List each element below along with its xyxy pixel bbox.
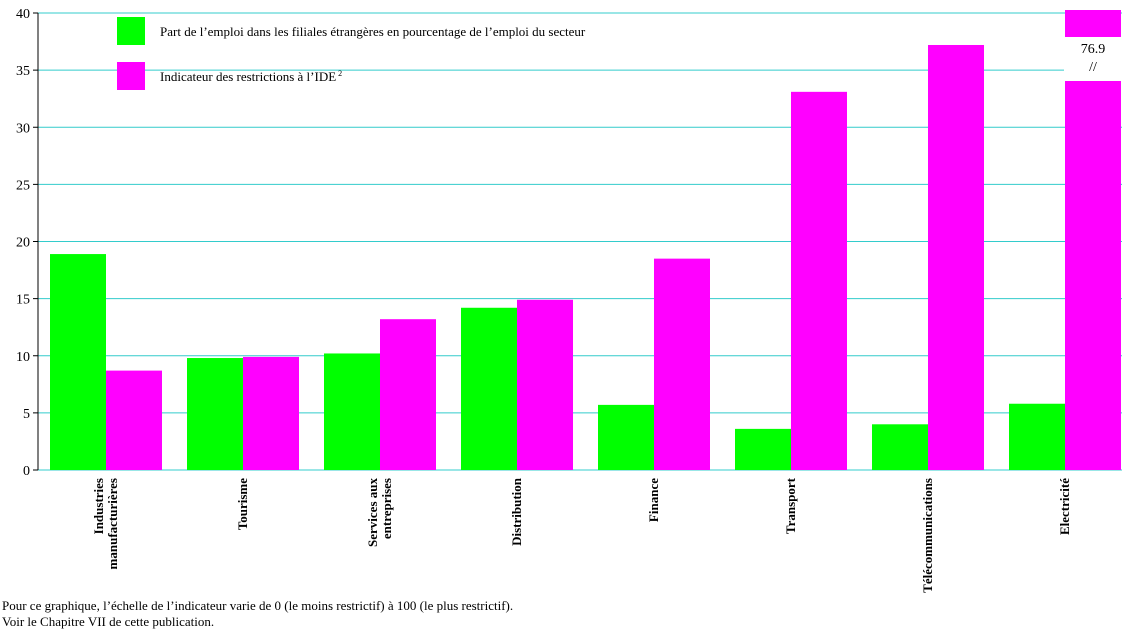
legend-label: Part de l’emploi dans les filiales étran… [160,24,586,39]
bar-restriction [517,299,573,470]
y-tick-label: 10 [16,350,30,365]
category-label: Tourisme [235,478,250,530]
footnote-reference: Voir le Chapitre VII de cette publicatio… [2,614,215,629]
annotations: 76.9 // [1064,10,1122,470]
category-label: Finance [646,478,661,522]
bar-employment [187,358,243,470]
legend: Part de l’emploi dans les filiales étran… [117,17,586,90]
legend-swatch [117,62,145,90]
bar-employment [324,353,380,470]
legend-label: Indicateur des restrictions à l’IDE 2 [160,69,342,84]
footnote-scale: Pour ce graphique, l’échelle de l’indica… [2,598,514,613]
y-tick-label: 0 [23,464,30,479]
y-tick-label: 5 [23,407,30,422]
category-label: Services auxentreprises [365,478,394,547]
value-label: 76.9 [1081,42,1106,57]
y-tick-label: 25 [16,178,30,193]
bar-restriction [106,370,162,470]
category-label: Industriesmanufacturières [91,478,120,569]
category-label: Distribution [509,477,524,546]
bar-employment [872,424,928,470]
bar-employment [461,307,517,470]
bar-employment [50,254,106,470]
category-label: Electricité [1057,478,1072,535]
y-tick-label: 20 [16,236,30,251]
y-tick-label: 40 [16,7,30,22]
bar-restriction-lower [1065,81,1121,470]
bar-break-gap [1064,37,1122,81]
bar-employment [735,428,791,470]
bar-restriction [243,356,299,470]
y-tick-label: 35 [16,64,30,79]
bar-restriction [380,319,436,470]
bar-employment [598,404,654,470]
legend-swatch [117,17,145,45]
category-label: Transport [783,477,798,534]
y-tick-label: 15 [16,293,30,308]
break-marker: // [1089,60,1097,75]
bar-restriction-top [1065,10,1121,37]
bar-restriction [791,91,847,471]
bar-restriction [928,44,984,471]
category-label: Télécommunications [920,478,935,593]
y-tick-label: 30 [16,121,30,136]
category-labels: Industriesmanufacturières Tourisme Service… [91,477,1072,593]
bar-restriction [654,258,710,470]
bar-employment [1009,403,1065,470]
y-axis-ticks: 0 5 10 15 20 25 30 35 40 [16,7,39,479]
